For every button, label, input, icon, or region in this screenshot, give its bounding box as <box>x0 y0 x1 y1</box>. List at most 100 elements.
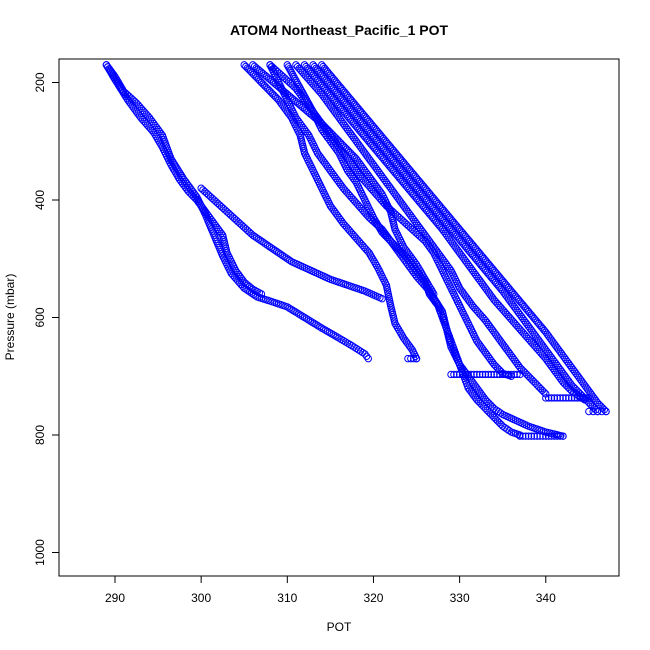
data-point <box>319 325 328 333</box>
data-point <box>504 370 513 379</box>
y-tick-label: 1000 <box>33 539 47 566</box>
data-point <box>473 370 481 379</box>
data-point <box>550 432 559 440</box>
data-point <box>321 326 330 334</box>
data-point <box>432 300 441 308</box>
data-point <box>118 87 126 95</box>
profile-series-14 <box>447 370 524 379</box>
data-point <box>445 264 454 273</box>
data-point <box>333 333 341 341</box>
data-point <box>582 394 590 402</box>
data-point <box>364 354 372 363</box>
data-point <box>286 256 294 265</box>
profile-series-4 <box>197 184 386 303</box>
data-point <box>589 407 597 416</box>
data-point <box>493 370 501 379</box>
data-point <box>260 239 268 247</box>
data-point <box>420 276 428 284</box>
data-point <box>111 75 119 84</box>
data-point <box>176 170 185 178</box>
data-point <box>276 250 285 258</box>
data-point <box>283 303 292 311</box>
data-point <box>542 432 550 440</box>
data-point <box>490 370 498 379</box>
data-point <box>284 255 292 263</box>
profile-series-2 <box>102 61 266 298</box>
data-point <box>498 370 507 379</box>
data-point <box>114 81 123 89</box>
data-point <box>325 328 334 337</box>
data-point <box>516 432 524 440</box>
data-point <box>573 394 582 402</box>
data-point <box>553 394 561 402</box>
profile-series-11 <box>309 61 602 416</box>
data-point <box>302 314 311 323</box>
data-point <box>567 394 576 402</box>
y-tick-label: 200 <box>33 72 47 92</box>
data-point <box>314 322 322 330</box>
y-axis-label: Pressure (mbar) <box>3 274 17 361</box>
data-point <box>249 231 257 239</box>
data-point <box>447 370 455 379</box>
y-tick-label: 600 <box>33 307 47 327</box>
data-point <box>217 229 225 237</box>
data-point <box>308 318 316 326</box>
data-point <box>119 88 127 97</box>
data-point <box>361 350 369 358</box>
data-point <box>527 432 536 440</box>
data-point <box>536 432 544 440</box>
data-point <box>271 246 279 255</box>
profile-series-12 <box>318 61 610 416</box>
y-axis: 200 400 600 800 1000 <box>33 72 60 566</box>
data-point <box>323 327 332 336</box>
data-point <box>461 370 470 379</box>
plot-area <box>102 61 610 440</box>
data-point <box>556 432 564 440</box>
data-point <box>524 432 533 440</box>
data-point <box>256 236 264 244</box>
data-point <box>455 370 464 379</box>
x-tick-label: 290 <box>105 591 125 605</box>
data-point <box>316 323 324 331</box>
data-point <box>547 394 556 402</box>
data-point <box>112 77 120 86</box>
data-point <box>310 319 318 328</box>
data-point <box>121 92 130 101</box>
data-point <box>470 370 478 379</box>
data-point <box>274 249 283 257</box>
data-point <box>267 244 276 252</box>
data-point <box>484 370 493 379</box>
data-point <box>513 370 521 379</box>
data-point <box>285 304 293 312</box>
data-point <box>262 240 270 248</box>
profile-series-15 <box>516 432 567 440</box>
data-point <box>450 370 458 379</box>
data-point <box>263 241 272 250</box>
data-point <box>254 235 263 243</box>
data-point <box>273 247 281 256</box>
data-point <box>113 79 122 88</box>
data-point <box>291 307 299 316</box>
data-point <box>544 432 553 440</box>
data-point <box>303 129 312 138</box>
data-point <box>252 234 261 242</box>
data-point <box>562 394 570 402</box>
y-tick-label: 800 <box>33 425 47 445</box>
data-point <box>293 309 301 317</box>
y-tick-label: 400 <box>33 190 47 210</box>
data-point <box>306 317 314 325</box>
data-point <box>501 370 510 379</box>
data-point <box>404 354 412 363</box>
x-tick-label: 320 <box>363 591 383 605</box>
data-point <box>117 85 125 93</box>
data-point <box>123 94 131 102</box>
data-point <box>487 370 495 379</box>
data-point <box>298 312 307 321</box>
data-point <box>481 370 490 379</box>
data-point <box>265 242 274 251</box>
profile-series-10 <box>300 61 589 404</box>
data-point <box>544 394 553 402</box>
data-point <box>542 394 550 402</box>
data-point <box>516 370 524 379</box>
